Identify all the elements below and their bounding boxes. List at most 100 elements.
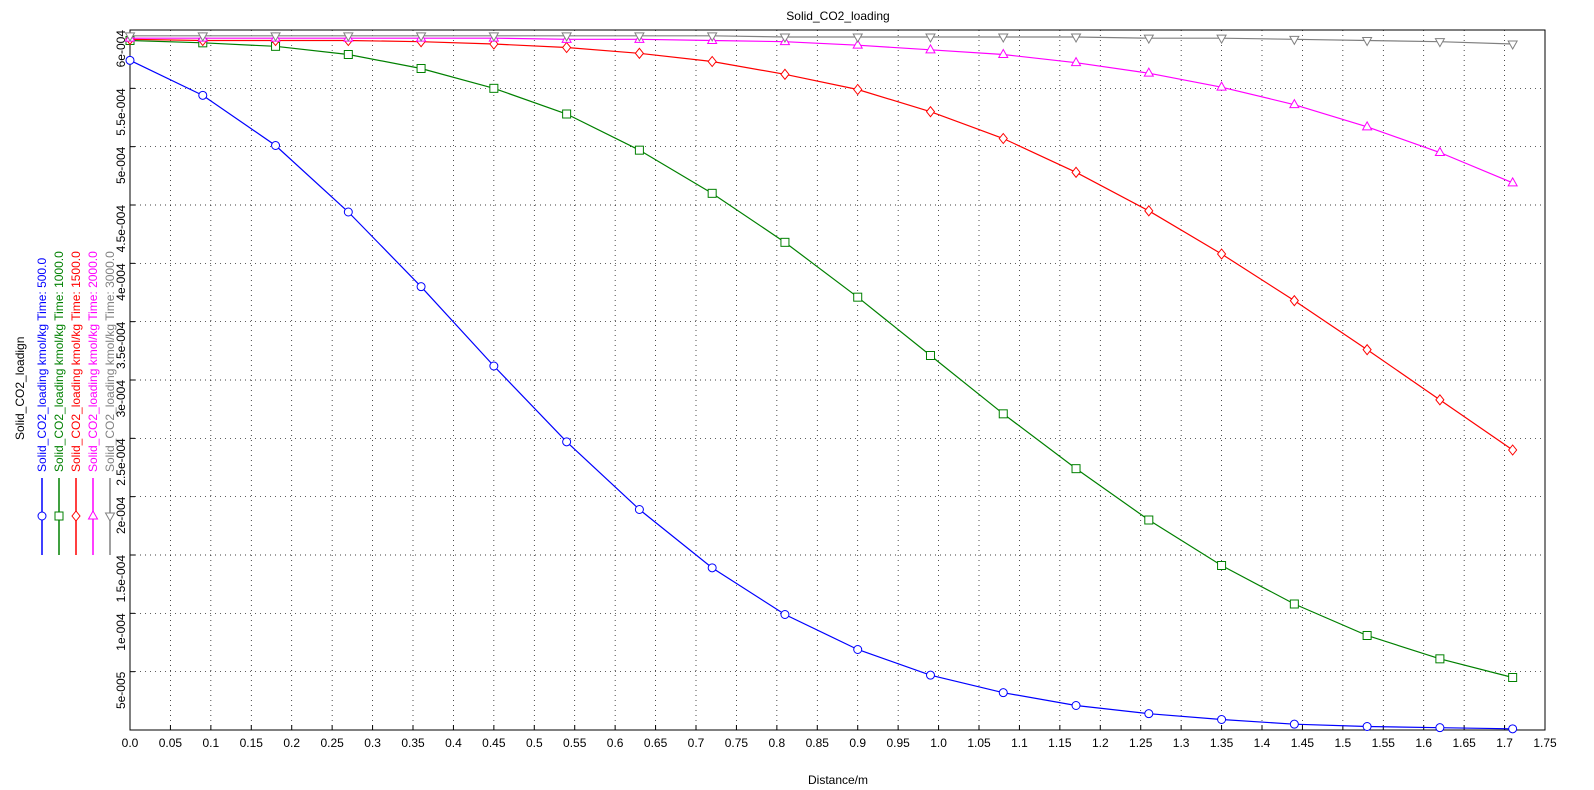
legend-label: Solid_CO2_loading kmol/kg Time: 2000.0 bbox=[86, 251, 100, 472]
data-point bbox=[1362, 722, 1372, 731]
data-point bbox=[634, 32, 645, 42]
data-point bbox=[125, 55, 135, 65]
x-tick-label: 1.7 bbox=[1496, 736, 1513, 750]
x-tick-label: 0.05 bbox=[159, 736, 183, 750]
data-point bbox=[1362, 343, 1372, 356]
data-point bbox=[1508, 724, 1518, 734]
x-axis-label: Distance/m bbox=[808, 773, 868, 787]
data-point bbox=[925, 351, 935, 360]
data-point bbox=[1217, 715, 1227, 724]
x-tick-label: 1.15 bbox=[1048, 736, 1072, 750]
data-point bbox=[343, 50, 353, 59]
x-tick-label: 1.5 bbox=[1335, 736, 1352, 750]
legend-label: Solid_CO2_loading kmol/kg Time: 1500.0 bbox=[69, 251, 83, 472]
x-tick-label: 1.0 bbox=[930, 736, 947, 750]
x-tick-label: 0.3 bbox=[364, 736, 381, 750]
y-tick-label: 3.5e-004 bbox=[114, 321, 128, 369]
legend-marker bbox=[54, 511, 64, 521]
data-point bbox=[343, 207, 353, 217]
legend-marker bbox=[37, 511, 47, 521]
x-tick-label: 0.6 bbox=[607, 736, 624, 750]
data-point bbox=[853, 645, 863, 654]
x-tick-label: 0.5 bbox=[526, 736, 543, 750]
data-point bbox=[1435, 654, 1445, 664]
x-tick-label: 0.8 bbox=[769, 736, 786, 750]
data-point bbox=[1507, 176, 1519, 187]
x-tick-label: 0.85 bbox=[806, 736, 830, 750]
legend-marker bbox=[71, 510, 81, 522]
data-point bbox=[707, 55, 717, 68]
data-point bbox=[998, 688, 1008, 698]
data-point bbox=[1070, 56, 1082, 67]
x-tick-label: 1.1 bbox=[1011, 736, 1028, 750]
x-tick-label: 0.65 bbox=[644, 736, 668, 750]
data-point bbox=[852, 39, 864, 49]
x-tick-label: 1.55 bbox=[1372, 736, 1396, 750]
x-tick-label: 0.2 bbox=[283, 736, 300, 750]
data-point bbox=[780, 610, 790, 619]
data-point bbox=[1144, 515, 1154, 525]
data-point bbox=[1507, 40, 1519, 51]
data-point bbox=[1289, 294, 1299, 307]
data-point bbox=[198, 90, 208, 100]
y-tick-label: 2e-004 bbox=[114, 496, 128, 534]
data-point bbox=[1216, 34, 1227, 45]
x-tick-label: 0.45 bbox=[482, 736, 506, 750]
x-tick-label: 0.0 bbox=[122, 736, 139, 750]
data-point bbox=[562, 437, 572, 447]
data-point bbox=[1217, 561, 1227, 570]
data-point bbox=[925, 43, 936, 54]
data-point bbox=[998, 409, 1008, 419]
data-point bbox=[707, 188, 717, 198]
y-tick-label: 5.5e-004 bbox=[114, 88, 128, 136]
data-point bbox=[488, 32, 500, 42]
legend-marker bbox=[104, 512, 116, 523]
data-point bbox=[1508, 444, 1518, 456]
data-point bbox=[1144, 709, 1154, 719]
data-point bbox=[1071, 701, 1081, 710]
x-tick-label: 0.9 bbox=[849, 736, 866, 750]
x-tick-label: 0.95 bbox=[886, 736, 910, 750]
data-point bbox=[271, 141, 281, 150]
data-point bbox=[1288, 35, 1300, 46]
data-point bbox=[853, 83, 863, 96]
x-tick-label: 1.45 bbox=[1291, 736, 1315, 750]
y-tick-label: 2.5e-004 bbox=[114, 438, 128, 486]
plot-frame bbox=[129, 29, 1546, 731]
legend-label: Solid_CO2_loading kmol/kg Time: 1000.0 bbox=[52, 251, 66, 472]
data-point bbox=[997, 33, 1009, 44]
legend-title: Solid_CO2_loadign bbox=[13, 337, 27, 440]
series-line bbox=[129, 39, 1513, 679]
x-tick-label: 0.75 bbox=[725, 736, 749, 750]
x-tick-label: 0.35 bbox=[401, 736, 425, 750]
series-line bbox=[129, 59, 1513, 730]
legend-label: Solid_CO2_loading kmol/kg Time: 500.0 bbox=[35, 258, 49, 472]
x-tick-label: 1.3 bbox=[1173, 736, 1190, 750]
y-tick-label: 6e-004 bbox=[114, 30, 128, 68]
legend-label: Solid_CO2_loading kmol/kg Time: 3000.0 bbox=[103, 251, 117, 472]
data-point bbox=[634, 505, 644, 514]
data-point bbox=[1508, 673, 1518, 682]
x-tick-label: 0.15 bbox=[240, 736, 264, 750]
data-point bbox=[1361, 37, 1373, 47]
data-point bbox=[1216, 81, 1227, 91]
y-tick-label: 1e-004 bbox=[114, 613, 128, 651]
data-point bbox=[342, 32, 354, 42]
data-point bbox=[562, 109, 572, 119]
y-tick-label: 5e-005 bbox=[114, 671, 128, 709]
series-line bbox=[130, 35, 1513, 45]
y-tick-label: 3e-004 bbox=[114, 380, 128, 418]
data-point bbox=[1143, 34, 1155, 45]
data-point bbox=[1216, 248, 1227, 260]
data-point bbox=[1361, 120, 1373, 131]
data-point bbox=[925, 670, 935, 680]
y-tick-label: 4.5e-004 bbox=[114, 205, 128, 253]
x-tick-label: 0.7 bbox=[688, 736, 705, 750]
x-tick-label: 0.4 bbox=[445, 736, 462, 750]
data-point bbox=[1144, 205, 1154, 217]
data-point bbox=[1071, 166, 1081, 179]
y-tick-label: 4e-004 bbox=[114, 263, 128, 301]
data-point bbox=[197, 32, 209, 42]
data-point bbox=[561, 41, 572, 54]
data-point bbox=[415, 32, 427, 42]
